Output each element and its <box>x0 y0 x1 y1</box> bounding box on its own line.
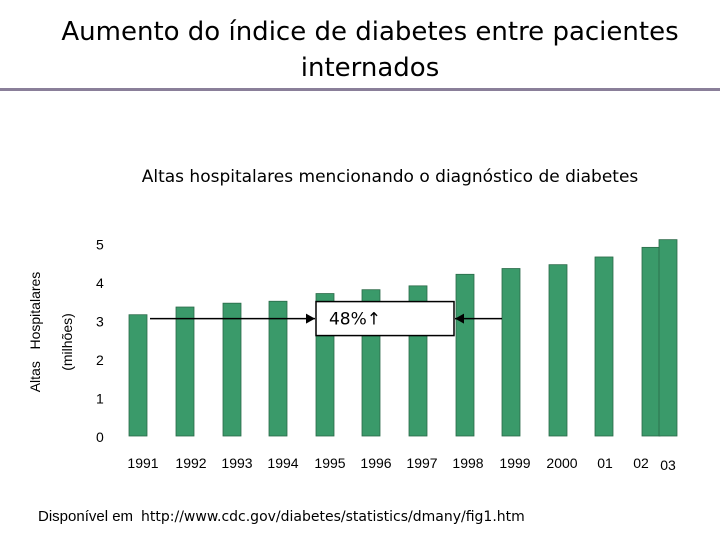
source-footer: Disponível em http://www.cdc.gov/diabetes… <box>38 508 525 526</box>
bar-1999 <box>501 268 521 437</box>
bar-02 <box>641 246 661 437</box>
x-tick-label: 02 <box>633 455 649 471</box>
source-link[interactable]: http://www.cdc.gov/diabetes/statistics/d… <box>141 509 525 525</box>
annotation-label: 48%↑ <box>329 310 381 330</box>
x-tick-label: 2000 <box>546 455 577 471</box>
bar-chart: Altas hospitalares mencionando o diagnós… <box>27 167 678 473</box>
bar-1998 <box>455 273 475 437</box>
x-tick-label: 1991 <box>127 455 158 471</box>
arrowhead-icon <box>306 313 315 324</box>
y-tick-label: 2 <box>96 352 104 368</box>
bar-1991 <box>128 314 148 437</box>
bar-1994 <box>268 300 288 437</box>
x-tick-label: 1998 <box>452 455 483 471</box>
bar-03 <box>658 239 678 437</box>
y-tick-label: 3 <box>96 314 104 330</box>
x-tick-label: 1999 <box>499 455 530 471</box>
x-tick-label: 1992 <box>175 455 206 471</box>
annotation-box <box>315 300 455 337</box>
bar-01 <box>594 256 614 437</box>
x-tick-label: 1994 <box>267 455 298 471</box>
x-tick-label: 1996 <box>360 455 391 471</box>
y-axis-label-line2: (milhões) <box>59 313 75 371</box>
x-tick-label: 1995 <box>314 455 345 471</box>
bar-1993 <box>222 302 242 437</box>
bar-2000 <box>548 264 568 437</box>
y-tick-label: 4 <box>96 275 104 291</box>
x-tick-label: 03 <box>660 457 676 473</box>
x-tick-label: 01 <box>597 455 613 471</box>
title-divider <box>0 88 720 91</box>
y-axis-label-line1: Altas Hospitalares <box>27 272 43 393</box>
chart-title: Altas hospitalares mencionando o diagnós… <box>142 167 639 187</box>
y-tick-label: 5 <box>96 237 104 253</box>
x-tick-label: 1993 <box>221 455 252 471</box>
x-tick-label: 1997 <box>406 455 437 471</box>
page-title: Aumento do índice de diabetes entre paci… <box>61 17 679 83</box>
y-tick-label: 1 <box>96 391 104 407</box>
y-tick-label: 0 <box>96 429 104 445</box>
bar-1992 <box>175 306 195 437</box>
arrowhead-icon <box>455 313 464 324</box>
footer-label: Disponível em <box>38 508 134 525</box>
